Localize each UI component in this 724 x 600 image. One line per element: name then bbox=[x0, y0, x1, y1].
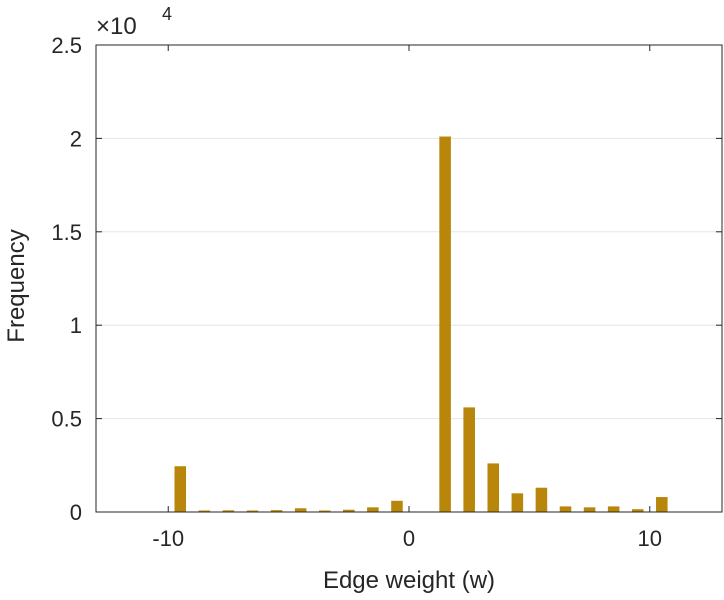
bar--7 bbox=[246, 510, 259, 512]
bar-7 bbox=[583, 507, 596, 512]
bar--3 bbox=[343, 509, 355, 512]
bar-1 bbox=[439, 136, 451, 513]
bar-8 bbox=[607, 506, 620, 512]
y-tick-label-2: 1 bbox=[70, 313, 82, 338]
bar-5 bbox=[535, 487, 548, 512]
x-axis-label: Edge weight (w) bbox=[323, 567, 495, 594]
bar-4 bbox=[511, 493, 524, 512]
x-tick-label-0: -10 bbox=[152, 526, 184, 551]
y-multiplier-base: ×10 bbox=[96, 13, 137, 40]
bar-9 bbox=[631, 509, 644, 512]
y-tick-label-0: 0 bbox=[70, 500, 82, 525]
bar--8 bbox=[222, 510, 235, 512]
y-tick-label-1: 0.5 bbox=[51, 407, 82, 432]
bar--1 bbox=[391, 500, 403, 512]
bar--6 bbox=[270, 510, 283, 512]
y-tick-label-4: 2 bbox=[70, 126, 82, 151]
bars bbox=[174, 136, 668, 513]
bar-3 bbox=[487, 463, 500, 512]
bar--4 bbox=[318, 510, 331, 512]
bar--10 bbox=[174, 466, 187, 512]
bar-10 bbox=[656, 497, 668, 512]
grid-lines bbox=[96, 44, 722, 420]
plot-frame bbox=[95, 44, 723, 513]
bar-2 bbox=[463, 407, 475, 512]
axes bbox=[95, 44, 723, 513]
x-tick-label-2: 10 bbox=[638, 526, 662, 551]
bar--2 bbox=[367, 507, 379, 512]
y-axis-label: Frequency bbox=[3, 229, 30, 342]
y-tick-label-5: 2.5 bbox=[51, 33, 82, 58]
bar-6 bbox=[559, 506, 572, 512]
y-multiplier-exponent: 4 bbox=[162, 4, 172, 24]
bar--9 bbox=[198, 510, 211, 512]
y-tick-label-3: 1.5 bbox=[51, 220, 82, 245]
x-tick-label-1: 0 bbox=[403, 526, 415, 551]
tick-labels: 0 0.5 1 1.5 2 2.5 -10 0 10 bbox=[51, 33, 662, 551]
bar--5 bbox=[294, 508, 307, 512]
